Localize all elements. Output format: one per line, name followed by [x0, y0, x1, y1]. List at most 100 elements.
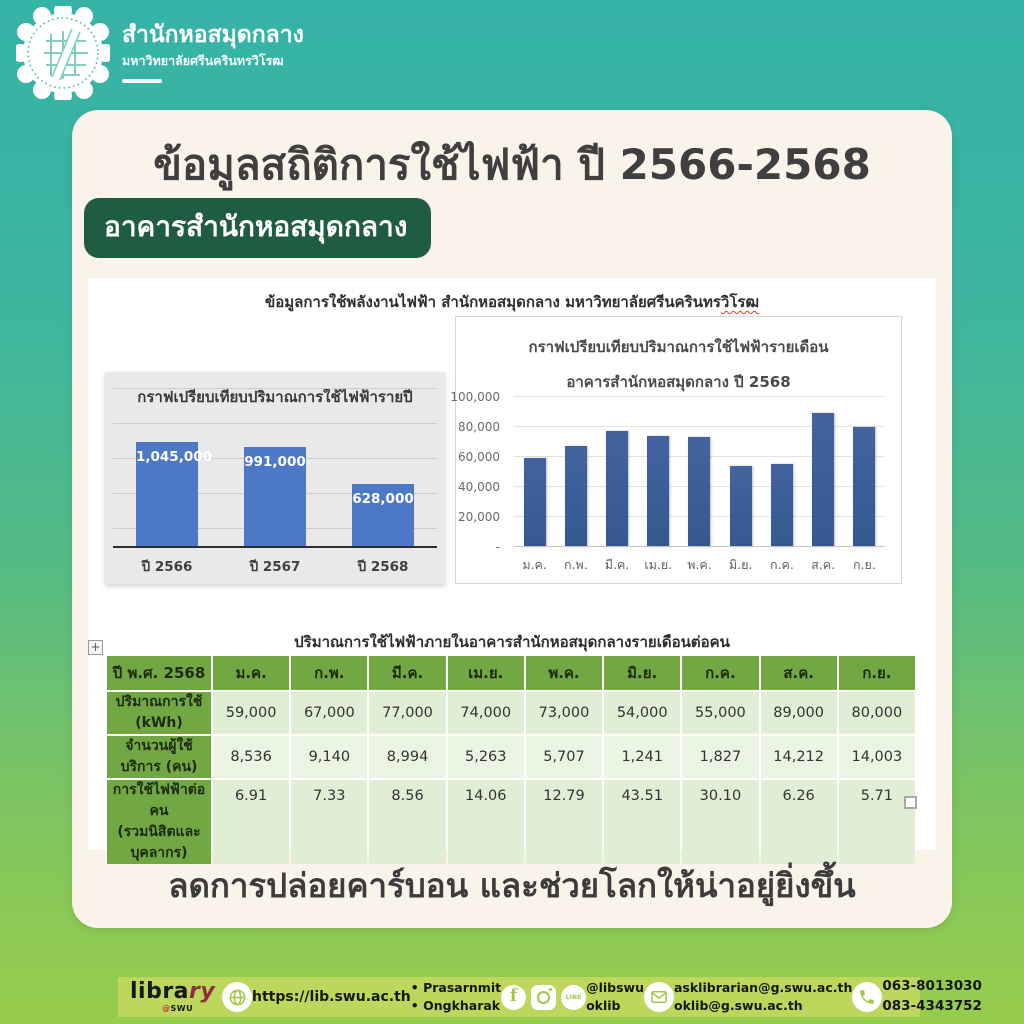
- table-cell: 73,000: [525, 692, 603, 734]
- table-cell: 54,000: [604, 692, 681, 734]
- email-address[interactable]: oklib@g.swu.ac.th: [673, 998, 803, 1013]
- usage-table-body: ปริมาณการใช้ (kWh) 59,000 67,000 77,000 74,0…: [107, 692, 915, 864]
- table-cell: 5,707: [525, 736, 603, 778]
- monthly-bar-cell: [596, 397, 637, 547]
- phone-number[interactable]: 063-8013030: [882, 978, 982, 995]
- monthly-category-label: ก.ค.: [769, 557, 794, 572]
- table-cell: 43.51: [604, 780, 681, 864]
- org-subtitle: มหาวิทยาลัยศรีนครินทรวิโรฒ: [122, 53, 284, 69]
- table-row-label: จำนวนผู้ใช้บริการ (คน): [107, 736, 211, 778]
- monthly-bar-cell: [720, 397, 761, 547]
- building-badge: อาคารสำนักหอสมุดกลาง: [84, 198, 432, 258]
- table-column-header: พ.ค.: [525, 656, 603, 690]
- line-icon[interactable]: LINE: [561, 984, 587, 1010]
- monthly-bar-cell: [844, 397, 885, 547]
- row-label-line: ปริมาณการใช้ (kWh): [115, 694, 203, 731]
- page-header: สำนักหอสมุดกลาง มหาวิทยาลัยศรีนครินทรวิโ…: [0, 0, 1024, 106]
- y-axis-tick-label: 40,000: [458, 480, 500, 494]
- eco-message: ลดการปล่อยคาร์บอน และช่วยโลกให้น่าอยู่ยิ…: [168, 866, 856, 905]
- table-title: ปริมาณการใช้ไฟฟ้าภายในอาคารสำนักหอสมุดกล…: [294, 633, 730, 651]
- document-title-text: ข้อมูลการใช้พลังงานไฟฟ้า สำนักหอสมุดกลาง…: [265, 293, 721, 311]
- monthly-category-label: มิ.ย.: [728, 557, 753, 572]
- table-cell: 8,536: [213, 736, 290, 778]
- yearly-bar: 628,000: [352, 484, 414, 548]
- usage-table-head: ปี พ.ศ. 2568 ม.ค. ก.พ. มี.ค. เม.ย. พ.ค. มิ.ย. ก…: [107, 656, 915, 690]
- gridline: [514, 426, 885, 427]
- mail-icon: [643, 982, 674, 1012]
- globe-icon: [222, 982, 252, 1012]
- monthly-category-label: มี.ค.: [604, 557, 630, 572]
- yearly-bar: 991,000: [244, 447, 306, 548]
- table-cell: 59,000: [213, 692, 290, 734]
- yearly-category-label: ปี 2566: [141, 559, 193, 575]
- table-cell: 5,263: [447, 736, 524, 778]
- table-cell: 89,000: [760, 692, 837, 734]
- yearly-bar-cell: 991,000: [221, 386, 329, 548]
- y-axis-tick-label: 80,000: [458, 420, 500, 434]
- monthly-category-label: เม.ย.: [644, 557, 673, 572]
- table-cell: 30.10: [682, 780, 759, 864]
- email-address[interactable]: asklibrarian@g.swu.ac.th: [673, 979, 853, 995]
- monthly-category-label: ม.ค.: [522, 557, 547, 572]
- table-cell: 8,994: [369, 736, 446, 778]
- facebook-icon[interactable]: f: [501, 984, 527, 1010]
- yearly-chart-title: กราฟเปรียบเทียบปริมาณการใช้ไฟฟ้ารายปี: [137, 388, 413, 406]
- phone-number[interactable]: 083-4343752: [882, 998, 982, 1014]
- monthly-category-label: ก.ย.: [852, 557, 876, 572]
- org-underline: [122, 79, 162, 84]
- monthly-bar-cell: [514, 397, 555, 547]
- monthly-category-label: ก.พ.: [563, 557, 588, 572]
- table-cell: 67,000: [291, 692, 368, 734]
- yearly-category-label: ปี 2567: [249, 559, 301, 575]
- table-column-header: มิ.ย.: [604, 656, 681, 690]
- social-handle: @libswu: [586, 979, 644, 995]
- yearly-chart-axis-line: [113, 546, 437, 548]
- document-panel: ข้อมูลการใช้พลังงานไฟฟ้า สำนักหอสมุดกลาง…: [88, 278, 936, 864]
- monthly-bar: [647, 436, 670, 547]
- phone-icon: [852, 982, 883, 1012]
- monthly-bar-cell: [679, 397, 720, 547]
- monthly-bar-cell: [638, 397, 679, 547]
- table-cell: 6.91: [213, 780, 290, 864]
- table-row: การใช้ไฟฟ้าต่อคน (รวมนิสิตและบุคลากร) 6.91…: [107, 780, 915, 864]
- table-resize-handle[interactable]: [904, 796, 917, 809]
- yearly-category-label: ปี 2568: [357, 559, 409, 575]
- table-column-header: ม.ค.: [213, 656, 290, 690]
- social-icons: f LINE: [501, 984, 587, 1010]
- table-move-handle-icon[interactable]: +: [88, 640, 103, 655]
- table-cell: 8.56: [369, 780, 446, 864]
- content-card: ข้อมูลสถิติการใช้ไฟฟ้า ปี 2566-2568 อาคา…: [72, 110, 952, 928]
- table-column-header: เม.ย.: [447, 656, 524, 690]
- yearly-bar-value: 1,045,000: [136, 449, 213, 465]
- table-column-header: ก.ย.: [838, 656, 915, 690]
- logo-text-red: ry: [189, 979, 216, 1004]
- monthly-bar: [729, 466, 752, 547]
- yearly-chart-plot: 1,045,000 991,000 628,000: [113, 386, 437, 548]
- yearly-bar: 1,045,000: [136, 442, 213, 548]
- table-column-header: ก.ค.: [682, 656, 759, 690]
- table-cell: 80,000: [838, 692, 915, 734]
- yearly-chart-categories: ปี 2566 ปี 2567 ปี 2568: [113, 555, 437, 577]
- table-column-header: มี.ค.: [369, 656, 446, 690]
- table-cell: 6.26: [760, 780, 837, 864]
- monthly-category-label: พ.ค.: [687, 557, 712, 572]
- y-axis-tick-label: 100,000: [450, 390, 500, 404]
- spellcheck-word: วิโรฒ: [720, 293, 759, 311]
- website-url[interactable]: https://lib.swu.ac.th: [252, 989, 411, 1005]
- instagram-icon[interactable]: [531, 984, 557, 1010]
- monthly-bar: [564, 446, 587, 547]
- table-column-header: ปี พ.ศ. 2568: [107, 656, 211, 690]
- monthly-chart-subtitle: อาคารสำนักหอสมุดกลาง ปี 2568: [566, 373, 791, 391]
- social-handles: @libswu oklib: [586, 979, 644, 1015]
- table-row: จำนวนผู้ใช้บริการ (คน) 8,536 9,140 8,994 5,2…: [107, 736, 915, 778]
- campus-item: • Ongkharak: [410, 998, 501, 1013]
- document-title: ข้อมูลการใช้พลังงานไฟฟ้า สำนักหอสมุดกลาง…: [88, 290, 936, 314]
- monthly-bar: [770, 464, 793, 547]
- row-label-line: (รวมนิสิตและบุคลากร): [117, 824, 201, 861]
- monthly-chart-categories: ม.ค. ก.พ. มี.ค. เม.ย. พ.ค. มิ.ย. ก.ค. ส.ค. ก.ย.: [514, 555, 885, 575]
- monthly-bar: [688, 437, 711, 547]
- social-handle: oklib: [586, 998, 621, 1013]
- table-cell: 7.33: [291, 780, 368, 864]
- page-title: ข้อมูลสถิติการใช้ไฟฟ้า ปี 2566-2568: [153, 140, 871, 189]
- library-seal-logo-icon: [16, 6, 110, 100]
